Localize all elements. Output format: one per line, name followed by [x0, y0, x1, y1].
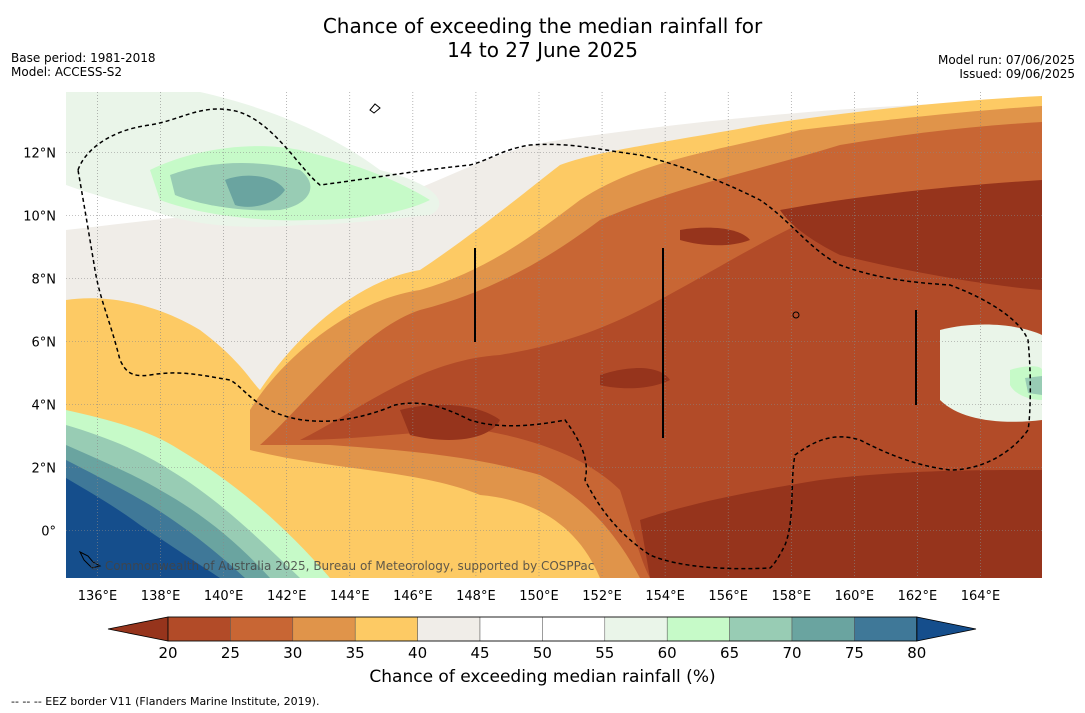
longitude-label: 144°E: [330, 589, 370, 604]
colorbar-segment: [729, 616, 793, 642]
longitude-label: 156°E: [708, 589, 748, 604]
colorbar-segment: [354, 616, 418, 642]
run-info: Model run: 07/06/2025 Issued: 09/06/2025: [938, 53, 1075, 81]
footnote: -- -- -- EEZ border V11 (Flanders Marine…: [11, 695, 320, 708]
colorbar-tick-label: 35: [346, 644, 365, 662]
island-outline: [792, 311, 800, 319]
longitude-label: 138°E: [141, 589, 181, 604]
longitude-label: 150°E: [519, 589, 559, 604]
colorbar-tick-label: 75: [845, 644, 864, 662]
longitude-label: 142°E: [267, 589, 307, 604]
model-info: Base period: 1981-2018 Model: ACCESS-S2: [11, 51, 156, 79]
colorbar-tick-label: 40: [408, 644, 427, 662]
colorbar-segment: [292, 616, 356, 642]
colorbar-segment: [167, 616, 231, 642]
colorbar-segment: [479, 616, 543, 642]
colorbar-segment: [791, 616, 855, 642]
map-title: Chance of exceeding the median rainfall …: [0, 14, 1085, 62]
colorbar-tick-label: 60: [658, 644, 677, 662]
colorbar-tick-label: 55: [595, 644, 614, 662]
colorbar-segment: [230, 616, 294, 642]
longitude-label: 154°E: [645, 589, 685, 604]
colorbar-segment: [542, 616, 606, 642]
latitude-label: 2°N: [32, 462, 57, 477]
latitude-label: 12°N: [23, 147, 56, 162]
colorbar-tick-label: 25: [221, 644, 240, 662]
colorbar-extend-high: [916, 616, 977, 642]
colorbar-tick-label: 65: [720, 644, 739, 662]
model-name: Model: ACCESS-S2: [11, 65, 123, 79]
longitude-label: 148°E: [456, 589, 496, 604]
colorbar-tick-label: 30: [283, 644, 302, 662]
colorbar-extend-low: [107, 616, 169, 642]
copyright-notice: © Commonwealth of Australia 2025, Bureau…: [89, 559, 594, 573]
latitude-label: 6°N: [32, 336, 57, 351]
colorbar: 20 25 30 35 40 45 50 55 60 65 70 75 80: [107, 616, 977, 662]
longitude-label: 140°E: [204, 589, 244, 604]
colorbar-tick-label: 80: [907, 644, 926, 662]
longitude-label: 152°E: [582, 589, 622, 604]
latitude-label: 0°: [41, 525, 56, 540]
latitude-label: 8°N: [32, 273, 57, 288]
base-period: Base period: 1981-2018: [11, 51, 156, 65]
model-run-date: Model run: 07/06/2025: [937, 53, 1075, 67]
colorbar-segment: [854, 616, 918, 642]
longitude-label: 146°E: [393, 589, 433, 604]
issued-date: Issued: 09/06/2025: [959, 67, 1075, 81]
longitude-labels: 136°E 138°E 140°E 142°E 144°E 146°E 148°E 150°E…: [78, 589, 1001, 604]
island-outline: [78, 550, 102, 569]
colorbar-segment: [604, 616, 668, 642]
longitude-label: 162°E: [898, 589, 938, 604]
longitude-label: 136°E: [78, 589, 118, 604]
latitude-label: 4°N: [32, 399, 57, 414]
longitude-label: 158°E: [772, 589, 812, 604]
colorbar-tick-label: 50: [533, 644, 552, 662]
colorbar-label: Chance of exceeding median rainfall (%): [369, 667, 716, 687]
title-line-2: 14 to 27 June 2025: [447, 38, 638, 62]
colorbar-tick-label: 20: [158, 644, 177, 662]
colorbar-tick-label: 70: [782, 644, 801, 662]
longitude-label: 164°E: [961, 589, 1001, 604]
latitude-label: 10°N: [23, 210, 56, 225]
longitude-label: 160°E: [835, 589, 875, 604]
colorbar-tick-label: 45: [470, 644, 489, 662]
latitude-labels: 12°N 10°N 8°N 6°N 4°N 2°N 0°: [23, 147, 56, 540]
title-line-1: Chance of exceeding the median rainfall …: [322, 14, 763, 38]
eez-border: [77, 108, 1032, 570]
rainfall-field: [66, 92, 1042, 578]
colorbar-segment: [417, 616, 481, 642]
colorbar-segment: [666, 616, 730, 642]
island-outline: [369, 103, 381, 114]
graticule: [66, 92, 1042, 578]
